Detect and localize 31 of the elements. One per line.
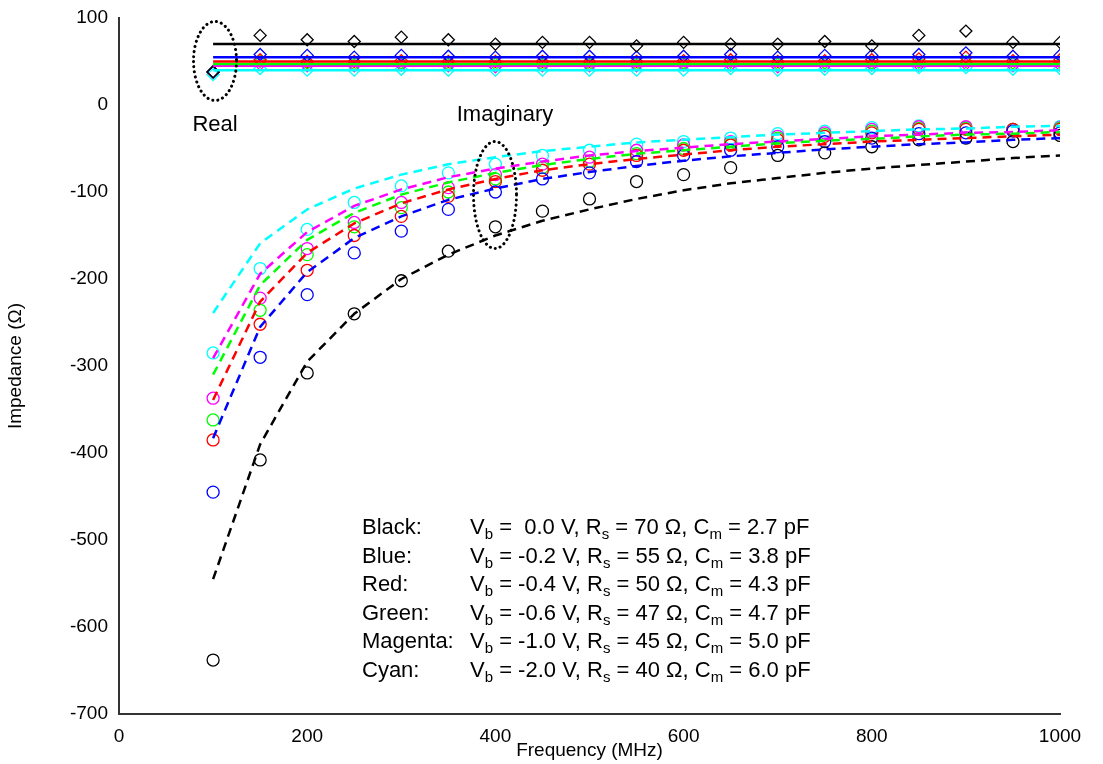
annotation: Magenta:: [362, 628, 454, 653]
y-tick-label: -600: [69, 615, 108, 637]
annotation: V$_{b}$ = -2.0 V, R$_{s}$ = 40 Ω, C$_{m}$ = 6.0 pF: [470, 656, 811, 685]
y-tick-label: -700: [69, 702, 108, 724]
x-tick-label: 0: [113, 724, 125, 746]
y-tick-label: 0: [97, 93, 108, 115]
y-tick-label: -200: [69, 267, 108, 289]
annotation: Black:: [362, 514, 422, 539]
annotation: Blue:: [362, 542, 413, 568]
annotation: Red:: [362, 571, 409, 596]
x-tick-label: 200: [291, 724, 324, 746]
annotation: Cyan:: [362, 656, 420, 682]
y-axis-title: Impedance (Ω): [3, 302, 25, 430]
y-tick-label: 100: [76, 6, 108, 28]
y-tick-label: -400: [69, 441, 108, 463]
annotation: V$_{b}$ = -0.6 V, R$_{s}$ = 47 Ω, C$_{m}$ = 4.7 pF: [470, 599, 811, 628]
annotation: Real: [192, 111, 238, 136]
x-tick-label: 1000: [1038, 724, 1082, 746]
x-axis-title: Frequency (MHz): [516, 738, 663, 760]
annotation: V$_{b}$ = -1.0 V, R$_{s}$ = 45 Ω, C$_{m}$ = 5.0 pF: [470, 628, 811, 656]
annotation: Imaginary: [456, 101, 554, 126]
y-tick-label: -100: [69, 180, 108, 202]
annotation: V$_{b}$ = 0.0 V, R$_{s}$ = 70 Ω, C$_{m}$ = 2.7 pF: [470, 514, 810, 542]
y-tick-label: -500: [69, 528, 108, 550]
annotation: V$_{b}$ = -0.2 V, R$_{s}$ = 55 Ω, C$_{m}$ = 3.8 pF: [470, 542, 811, 571]
x-tick-label: 800: [855, 724, 888, 746]
x-tick-label: 600: [667, 724, 700, 746]
annotation: V$_{b}$ = -0.4 V, R$_{s}$ = 50 Ω, C$_{m}$ = 4.3 pF: [470, 571, 811, 599]
y-tick-label: -300: [69, 354, 108, 376]
annotation: Green:: [362, 599, 430, 625]
x-tick-label: 400: [479, 724, 512, 746]
